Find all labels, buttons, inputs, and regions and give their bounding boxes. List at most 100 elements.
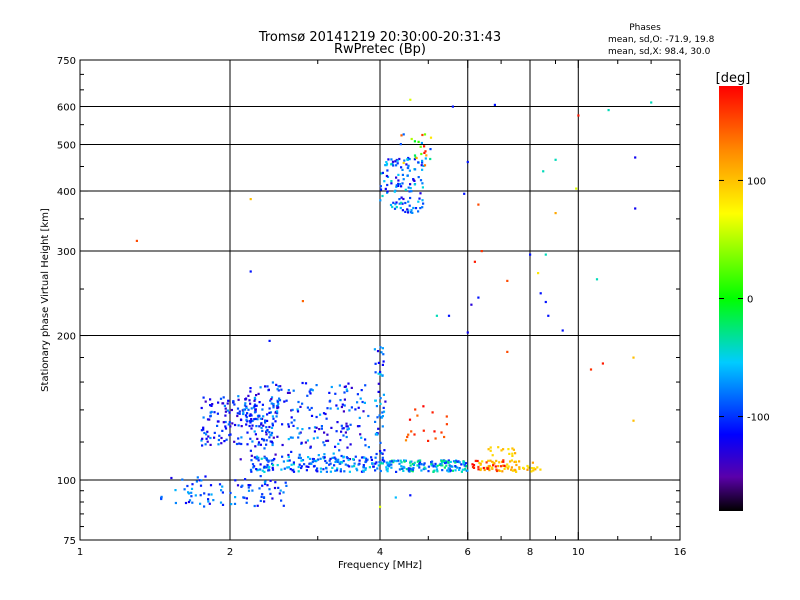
data-point	[238, 412, 241, 415]
data-point	[463, 464, 466, 467]
data-point	[224, 407, 227, 410]
data-point	[227, 423, 230, 426]
data-point	[226, 402, 229, 405]
data-point	[403, 460, 406, 463]
data-point	[419, 459, 422, 462]
data-point	[309, 446, 312, 449]
data-point	[332, 452, 335, 455]
data-point	[392, 201, 395, 204]
data-point	[324, 412, 327, 416]
data-point	[375, 432, 378, 435]
data-point	[309, 392, 312, 395]
data-point	[240, 442, 243, 446]
data-point	[434, 437, 437, 440]
data-point	[243, 408, 247, 411]
data-point	[407, 156, 410, 160]
data-point	[354, 455, 357, 458]
data-point	[491, 454, 494, 457]
data-point	[416, 464, 419, 467]
data-point	[328, 463, 331, 466]
data-point	[464, 462, 468, 465]
data-point	[349, 443, 352, 446]
data-point	[376, 467, 379, 470]
data-point	[253, 403, 257, 406]
data-point	[254, 445, 257, 448]
data-point	[421, 133, 424, 137]
data-point	[451, 469, 454, 472]
data-point	[433, 430, 436, 433]
data-point	[487, 448, 490, 451]
data-point	[355, 467, 358, 470]
data-point	[397, 184, 400, 187]
data-point	[225, 438, 228, 441]
data-point	[277, 389, 280, 392]
data-point	[367, 446, 370, 449]
data-point	[245, 423, 248, 426]
data-point	[381, 194, 384, 198]
data-point	[326, 407, 329, 410]
data-point	[379, 346, 382, 349]
data-point	[367, 414, 370, 418]
data-point	[378, 461, 381, 464]
data-point	[457, 460, 460, 463]
data-point	[345, 435, 348, 439]
data-point	[390, 180, 393, 183]
data-point	[322, 468, 325, 471]
data-point	[292, 463, 295, 466]
data-point	[473, 260, 476, 263]
data-point	[291, 408, 294, 411]
data-point	[247, 484, 250, 487]
data-point	[436, 470, 439, 473]
data-point	[577, 114, 580, 117]
data-point	[274, 481, 277, 484]
data-point	[246, 431, 249, 434]
data-point	[236, 407, 240, 410]
data-point	[260, 426, 263, 429]
data-point	[259, 417, 262, 420]
data-point	[395, 185, 398, 188]
data-point	[246, 412, 249, 415]
y-tick-label: 600	[57, 103, 76, 114]
data-point	[267, 459, 270, 462]
data-point	[315, 469, 318, 472]
data-point	[200, 406, 203, 410]
data-point	[385, 162, 389, 165]
data-point	[170, 476, 173, 480]
data-point	[274, 411, 277, 414]
data-point	[271, 424, 274, 427]
data-point	[362, 469, 365, 472]
data-point	[331, 466, 334, 469]
data-point	[460, 470, 463, 473]
data-point	[343, 470, 346, 473]
colorbar-tick-label: 0	[747, 295, 753, 306]
data-point	[252, 406, 255, 409]
data-point	[554, 212, 557, 215]
data-point	[253, 396, 256, 399]
data-point	[281, 423, 284, 426]
data-point	[263, 465, 266, 468]
data-point	[221, 503, 225, 506]
data-point	[375, 461, 378, 464]
data-point	[194, 494, 197, 497]
data-point	[410, 190, 413, 193]
data-point	[351, 465, 354, 468]
data-point	[265, 426, 268, 429]
data-point	[298, 432, 301, 435]
data-point	[234, 496, 237, 499]
data-point	[255, 468, 258, 471]
data-point	[230, 408, 233, 412]
data-point	[425, 154, 428, 157]
data-point	[398, 183, 402, 186]
data-point	[307, 465, 310, 468]
data-point	[502, 460, 505, 463]
data-point	[394, 203, 397, 206]
data-point	[298, 453, 301, 456]
data-point	[358, 416, 361, 419]
data-point	[216, 424, 219, 427]
data-point	[547, 314, 550, 317]
data-point	[415, 156, 418, 160]
data-point	[328, 459, 331, 462]
data-point	[255, 404, 258, 407]
data-point	[261, 429, 264, 432]
data-point	[288, 459, 291, 462]
